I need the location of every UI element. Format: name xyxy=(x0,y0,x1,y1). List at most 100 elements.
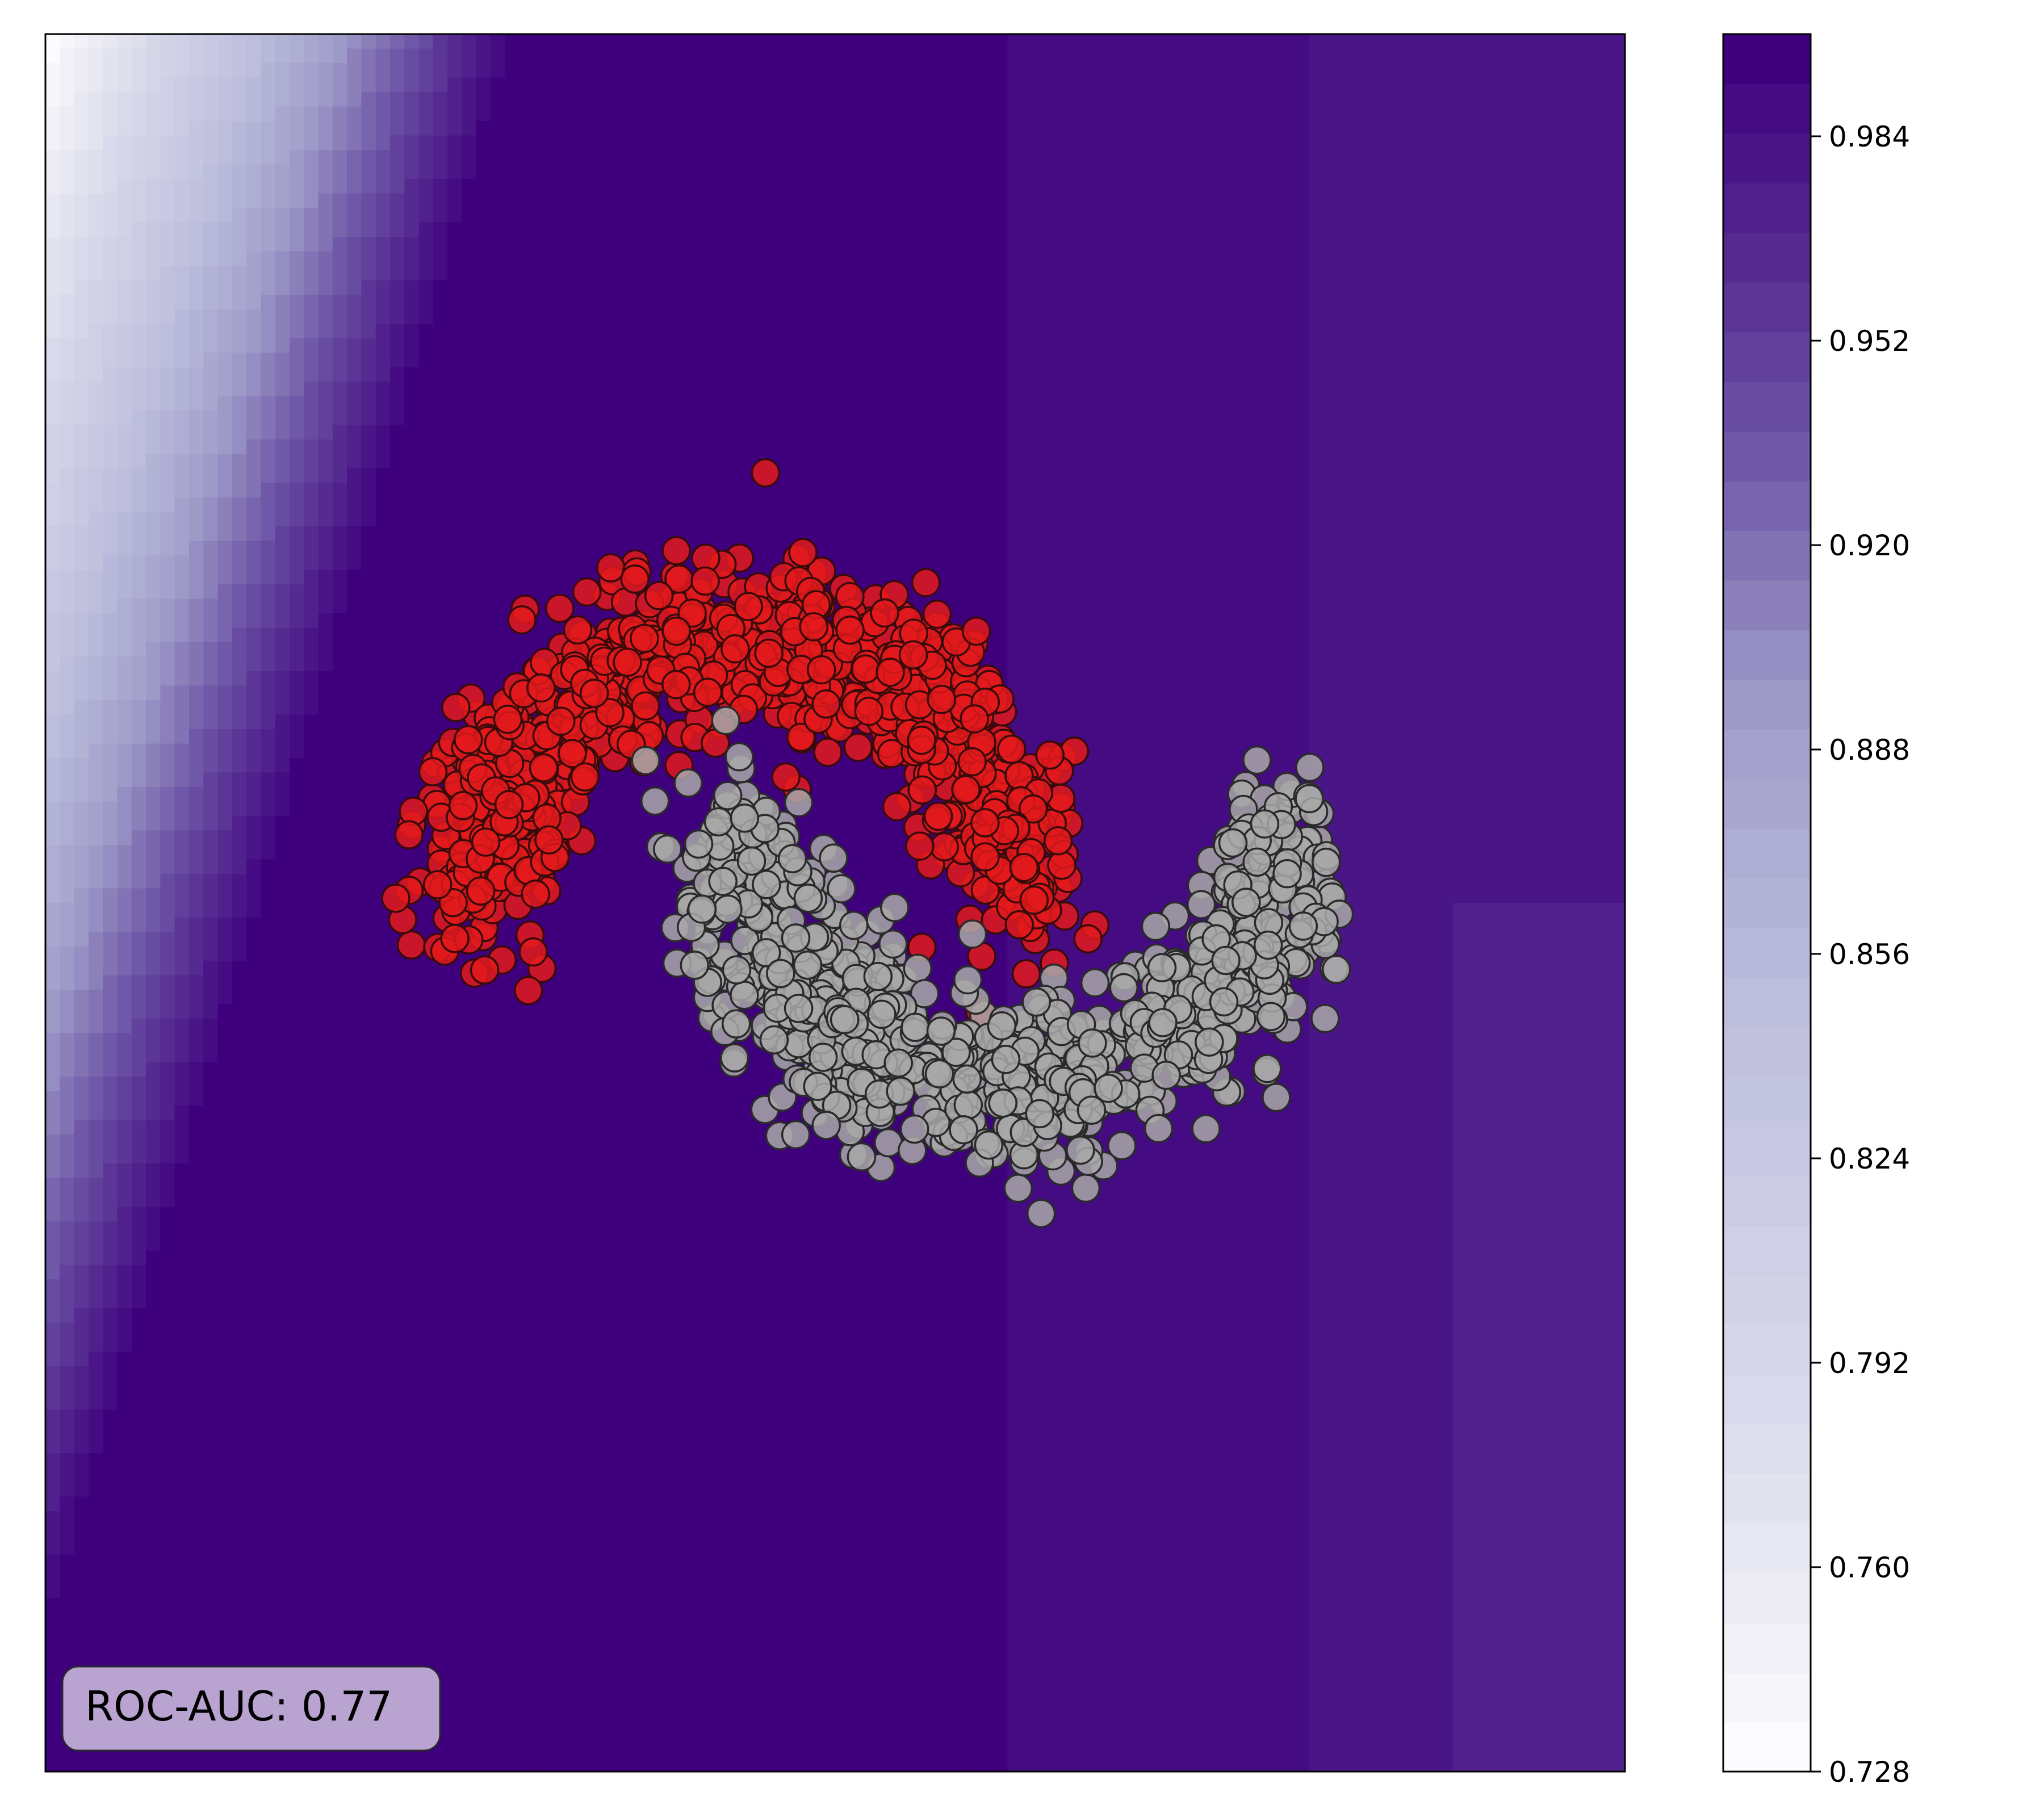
surface-cell xyxy=(261,512,276,527)
surface-cell xyxy=(792,193,807,208)
surface-cell xyxy=(1194,222,1209,237)
surface-cell xyxy=(74,541,89,556)
surface-cell xyxy=(375,685,391,701)
surface-cell xyxy=(978,382,994,397)
surface-cell xyxy=(60,63,75,78)
surface-cell xyxy=(103,656,118,672)
surface-cell xyxy=(160,208,175,223)
surface-cell xyxy=(1323,266,1338,281)
surface-cell xyxy=(978,309,994,324)
surface-cell xyxy=(275,526,290,542)
surface-cell xyxy=(1423,309,1439,324)
surface-cell xyxy=(849,555,865,571)
surface-cell xyxy=(1251,613,1267,629)
surface-cell xyxy=(1467,598,1482,614)
surface-cell xyxy=(1108,439,1123,455)
surface-cell xyxy=(1409,135,1425,150)
surface-cell xyxy=(1366,309,1381,324)
surface-cell xyxy=(893,512,908,527)
surface-cell xyxy=(1007,584,1023,600)
surface-cell xyxy=(1582,439,1597,455)
surface-cell xyxy=(978,48,994,64)
surface-cell xyxy=(777,324,793,339)
plot-area xyxy=(44,33,1626,1773)
surface-cell xyxy=(246,222,262,237)
surface-cell xyxy=(174,627,190,643)
surface-cell xyxy=(117,425,132,440)
surface-cell xyxy=(978,584,994,600)
surface-cell xyxy=(978,92,994,107)
surface-cell xyxy=(45,164,61,179)
surface-cell xyxy=(907,338,922,353)
surface-cell xyxy=(519,468,534,484)
surface-cell xyxy=(160,439,175,455)
surface-cell xyxy=(1094,497,1109,513)
surface-cell xyxy=(1208,338,1224,353)
surface-cell xyxy=(1366,555,1381,571)
surface-cell xyxy=(964,150,979,165)
surface-cell xyxy=(619,512,635,527)
surface-cell xyxy=(1338,512,1353,527)
surface-cell xyxy=(950,77,965,93)
surface-cell xyxy=(921,411,936,426)
surface-cell xyxy=(433,324,448,339)
surface-cell xyxy=(936,164,951,179)
surface-cell xyxy=(88,425,103,440)
surface-cell xyxy=(1381,237,1396,252)
surface-cell xyxy=(103,598,118,614)
surface-cell xyxy=(1481,135,1497,150)
surface-cell xyxy=(462,135,477,150)
surface-cell xyxy=(375,48,391,64)
surface-cell xyxy=(663,309,678,324)
surface-cell xyxy=(763,526,778,542)
surface-cell xyxy=(548,468,563,484)
surface-cell xyxy=(1524,34,1540,49)
surface-cell xyxy=(318,295,333,310)
surface-cell xyxy=(533,367,548,382)
surface-cell xyxy=(447,570,463,585)
surface-cell xyxy=(232,439,247,455)
surface-cell xyxy=(1079,425,1095,440)
surface-cell xyxy=(1050,295,1066,310)
surface-cell xyxy=(347,642,362,658)
surface-cell xyxy=(1423,411,1439,426)
surface-cell xyxy=(835,164,851,179)
surface-cell xyxy=(1338,237,1353,252)
surface-cell xyxy=(936,135,951,150)
surface-cell xyxy=(1309,135,1324,150)
surface-cell xyxy=(246,685,262,701)
surface-cell xyxy=(692,439,707,455)
surface-cell xyxy=(1266,164,1281,179)
surface-cell xyxy=(1338,396,1353,411)
surface-cell xyxy=(1122,425,1137,440)
surface-cell xyxy=(993,411,1008,426)
surface-cell xyxy=(60,468,75,484)
surface-cell xyxy=(849,63,865,78)
surface-cell xyxy=(1237,512,1253,527)
surface-cell xyxy=(1510,295,1525,310)
surface-cell xyxy=(921,121,936,136)
surface-cell xyxy=(60,353,75,368)
surface-cell xyxy=(1208,164,1224,179)
surface-cell xyxy=(734,396,750,411)
surface-cell xyxy=(907,48,922,64)
surface-cell xyxy=(591,295,606,310)
surface-cell xyxy=(60,34,75,49)
surface-cell xyxy=(318,512,333,527)
surface-cell xyxy=(820,382,836,397)
surface-cell xyxy=(1237,570,1253,585)
surface-cell xyxy=(878,63,893,78)
surface-cell xyxy=(1094,642,1109,658)
surface-cell xyxy=(491,295,506,310)
surface-cell xyxy=(1467,656,1482,672)
surface-cell xyxy=(1323,656,1338,672)
surface-cell xyxy=(261,121,276,136)
surface-cell xyxy=(447,295,463,310)
surface-cell xyxy=(1467,280,1482,295)
surface-cell xyxy=(203,309,219,324)
surface-cell xyxy=(505,439,520,455)
surface-cell xyxy=(146,642,161,658)
surface-cell xyxy=(462,193,477,208)
surface-cell xyxy=(1352,266,1367,281)
surface-cell xyxy=(562,135,577,150)
